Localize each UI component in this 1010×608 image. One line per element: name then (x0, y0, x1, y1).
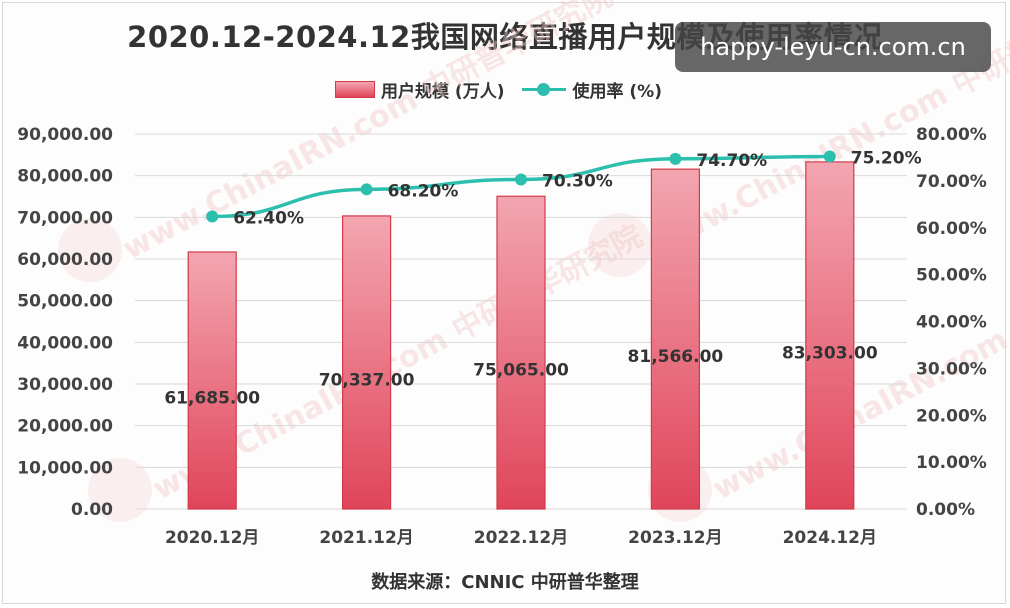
usage-rate-point (669, 152, 682, 165)
y-left-tick-label: 80,000.00 (17, 167, 113, 187)
y-right-tick-label: 40.00% (916, 313, 987, 333)
watermark-logo-circle (588, 213, 652, 277)
bar-user-scale (342, 215, 392, 510)
y-left-tick-label: 90,000.00 (17, 125, 113, 145)
bar-data-label: 75,065.00 (473, 361, 569, 381)
y-right-tick-label: 80.00% (916, 125, 987, 145)
bar-data-label: 83,303.00 (782, 343, 878, 363)
y-left-tick-label: 50,000.00 (17, 292, 113, 312)
source-note: 数据来源：CNNIC 中研普华整理 (371, 572, 639, 593)
bar-user-scale (496, 195, 546, 510)
bar-data-label: 70,337.00 (319, 370, 415, 390)
legend-line-swatch (522, 81, 567, 98)
usage-rate-point (515, 173, 527, 186)
bar-data-label: 61,685.00 (164, 388, 260, 408)
y-left-tick-label: 40,000.00 (17, 333, 113, 353)
usage-rate-label: 75.20% (851, 149, 922, 169)
usage-rate-label: 70.30% (542, 171, 613, 191)
watermark-logo-circle (88, 458, 152, 522)
legend-bar-swatch (335, 80, 375, 98)
legend-line-label: 使用率 (%) (572, 81, 662, 102)
legend: 用户规模 (万人) 使用率 (%) (335, 78, 662, 102)
y-right-tick-label: 0.00% (916, 500, 975, 520)
y-right-tick-label: 70.00% (916, 172, 987, 192)
usage-rate-label: 68.20% (388, 181, 459, 201)
y-left-tick-label: 10,000.00 (17, 458, 113, 478)
usage-rate-point (823, 150, 836, 163)
usage-rate-label: 74.70% (696, 151, 767, 171)
watermark-logo-circle (58, 218, 122, 282)
y-right-tick-label: 60.00% (916, 219, 987, 239)
bar-user-scale (187, 251, 237, 510)
y-right-tick-label: 50.00% (916, 266, 987, 286)
x-tick-label: 2022.12月 (474, 528, 568, 548)
usage-rate-label: 62.40% (233, 209, 304, 229)
y-left-tick-label: 30,000.00 (17, 375, 113, 395)
x-tick-label: 2021.12月 (319, 528, 413, 548)
y-left-tick-label: 20,000.00 (17, 417, 113, 437)
y-left-tick-label: 0.00 (71, 500, 113, 520)
y-left-tick-label: 60,000.00 (17, 250, 113, 270)
x-tick-label: 2024.12月 (783, 528, 877, 548)
y-right-tick-label: 20.00% (916, 406, 987, 426)
y-right-tick-label: 10.00% (916, 453, 987, 473)
bar-data-label: 81,566.00 (628, 347, 724, 367)
y-left-tick-label: 70,000.00 (17, 208, 113, 228)
legend-bar-label: 用户规模 (万人) (381, 81, 505, 102)
usage-rate-point (206, 210, 219, 223)
bar-user-scale (650, 168, 701, 510)
site-watermark-badge: happy-leyu-cn.com.cn (675, 22, 991, 72)
bar-user-scale (805, 161, 855, 510)
y-right-tick-label: 30.00% (916, 359, 987, 379)
x-tick-label: 2020.12月 (165, 528, 259, 548)
usage-rate-point (360, 183, 373, 196)
x-tick-label: 2023.12月 (628, 528, 722, 548)
